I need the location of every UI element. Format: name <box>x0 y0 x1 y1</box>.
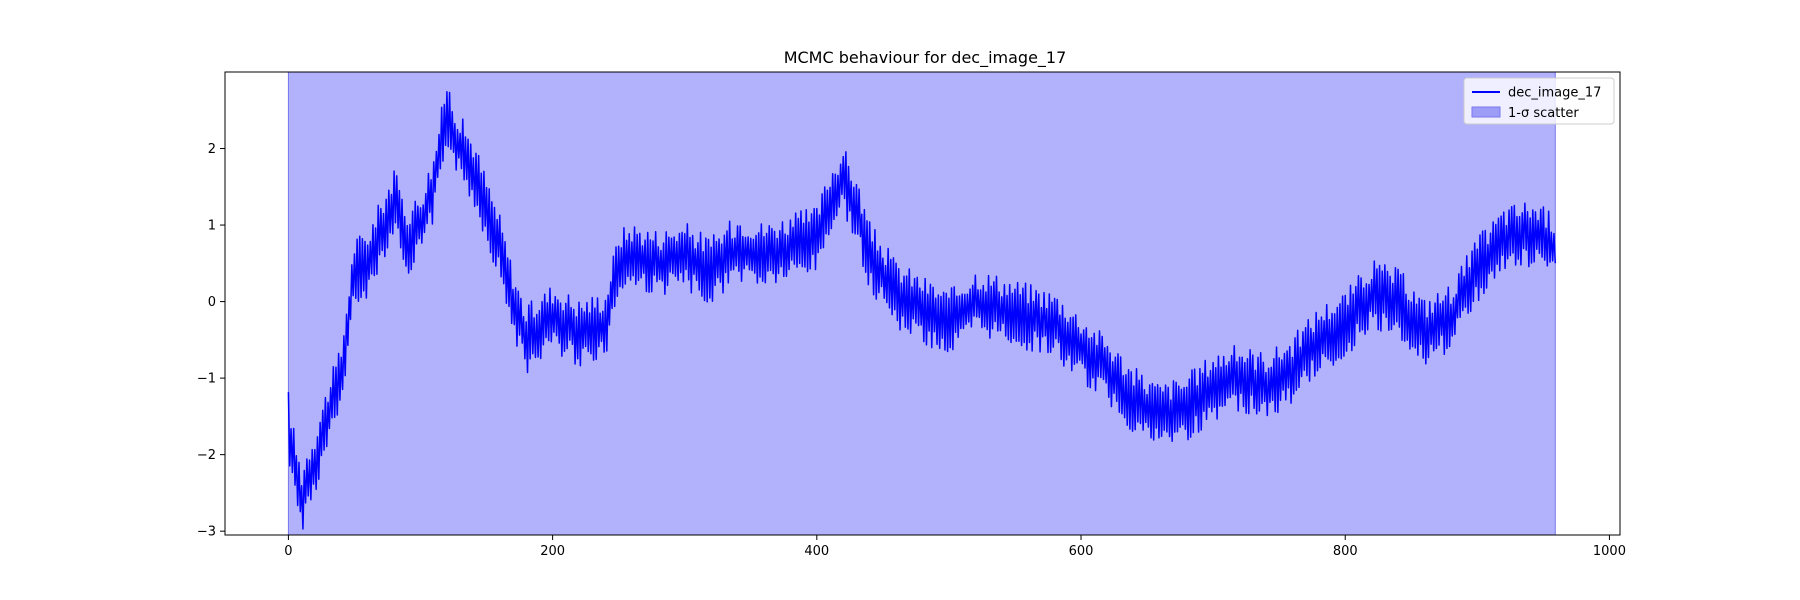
legend-band-swatch <box>1471 106 1501 118</box>
x-tick-label: 1000 <box>1593 544 1626 559</box>
y-tick-label: −2 <box>197 448 216 463</box>
y-tick-label: −3 <box>197 525 216 540</box>
x-tick-label: 400 <box>804 544 829 559</box>
x-tick-label: 800 <box>1333 544 1358 559</box>
legend[interactable]: dec_image_17 1-σ scatter <box>1463 77 1615 125</box>
y-tick-label: 2 <box>208 142 216 157</box>
y-tick-label: −1 <box>197 372 216 387</box>
x-axis-ticks: 0 200 400 600 800 1000 <box>284 535 1626 559</box>
x-tick-label: 0 <box>284 544 292 559</box>
legend-box <box>1463 77 1615 125</box>
legend-line-label: dec_image_17 <box>1508 86 1601 101</box>
y-axis-ticks: −3 −2 −1 0 1 2 <box>197 142 225 540</box>
x-tick-label: 600 <box>1069 544 1094 559</box>
chart-title: MCMC behaviour for dec_image_17 <box>784 48 1067 68</box>
plot-frame <box>224 71 1621 536</box>
y-tick-label: 0 <box>208 295 216 310</box>
legend-band-label: 1-σ scatter <box>1508 106 1579 121</box>
y-tick-label: 1 <box>208 219 216 234</box>
trace-line-layer <box>287 91 1557 530</box>
x-tick-label: 200 <box>540 544 565 559</box>
trace-line <box>287 91 1557 530</box>
